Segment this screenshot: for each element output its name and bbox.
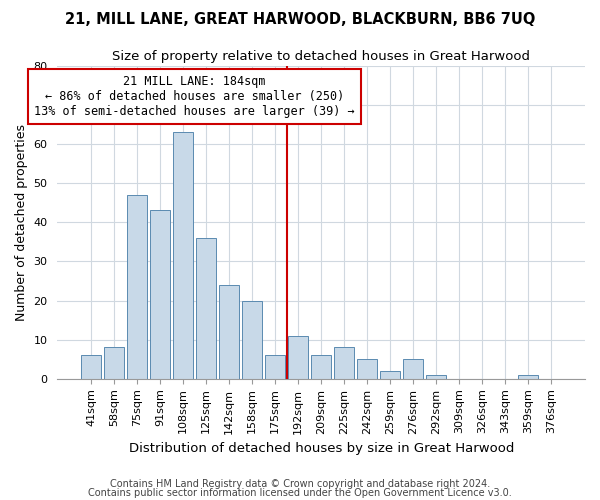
Bar <box>289 336 308 379</box>
Title: Size of property relative to detached houses in Great Harwood: Size of property relative to detached ho… <box>112 50 530 63</box>
Bar <box>427 375 446 379</box>
Text: Contains HM Land Registry data © Crown copyright and database right 2024.: Contains HM Land Registry data © Crown c… <box>110 479 490 489</box>
Text: Contains public sector information licensed under the Open Government Licence v3: Contains public sector information licen… <box>88 488 512 498</box>
Bar <box>173 132 193 379</box>
X-axis label: Distribution of detached houses by size in Great Harwood: Distribution of detached houses by size … <box>128 442 514 455</box>
Bar <box>403 359 423 379</box>
Text: 21, MILL LANE, GREAT HARWOOD, BLACKBURN, BB6 7UQ: 21, MILL LANE, GREAT HARWOOD, BLACKBURN,… <box>65 12 535 28</box>
Bar <box>518 375 538 379</box>
Bar <box>104 348 124 379</box>
Bar <box>242 300 262 379</box>
Text: 21 MILL LANE: 184sqm
← 86% of detached houses are smaller (250)
13% of semi-deta: 21 MILL LANE: 184sqm ← 86% of detached h… <box>34 75 355 118</box>
Bar <box>220 285 239 379</box>
Bar <box>151 210 170 379</box>
Bar <box>82 356 101 379</box>
Y-axis label: Number of detached properties: Number of detached properties <box>15 124 28 320</box>
Bar <box>265 356 285 379</box>
Bar <box>380 371 400 379</box>
Bar <box>127 195 147 379</box>
Bar <box>334 348 354 379</box>
Bar <box>311 356 331 379</box>
Bar <box>358 359 377 379</box>
Bar <box>196 238 216 379</box>
